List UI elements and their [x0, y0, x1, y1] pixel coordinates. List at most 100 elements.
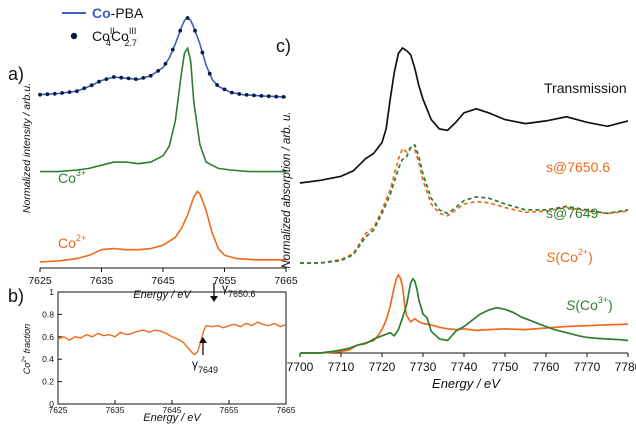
- panel-a-series-line: [39, 190, 286, 263]
- panel-b-frame: [57, 291, 287, 405]
- panel-c-series-line: [300, 143, 629, 264]
- panel-a-marker: [266, 94, 271, 99]
- label-s-7650: s@7650.6: [546, 159, 610, 175]
- label-s-co3: S(Co3+): [566, 295, 613, 313]
- panel-c-series-line: [300, 277, 629, 354]
- panel-a-marker: [200, 50, 205, 55]
- panel-a-marker: [222, 87, 227, 92]
- panel-a-legend: Co-PBA CoII 4CoIII 2.7: [62, 5, 144, 48]
- label-transmission: Transmission: [544, 80, 627, 96]
- panel-c-tick-label: 7730: [410, 360, 437, 374]
- panel-a-marker: [126, 76, 131, 81]
- panel-a-series-line: [40, 46, 286, 173]
- panel-c-tick-label: 7760: [533, 360, 560, 374]
- panel-a-marker: [274, 94, 279, 99]
- legend-entry-co-pba: Co-PBA: [92, 5, 144, 21]
- panel-a-marker: [67, 90, 72, 94]
- panel-c-tick-label: 7720: [369, 360, 396, 374]
- panel-c-series-line: [300, 146, 629, 264]
- panel-a: 7625 7635 7645 7655 7665 Energy / eV Normali…: [21, 5, 298, 301]
- panel-a-marker: [244, 93, 249, 97]
- panel-b-ticks: 7625 7635 7645 7655 7665 0 0.2 0.4 0.6 0.8 1: [42, 287, 296, 415]
- panel-a-tick-label: 7635: [90, 275, 114, 287]
- panel-b-xtick-label: 7665: [277, 405, 296, 415]
- panel-b-ylabel: Co2+ fraction: [22, 324, 32, 374]
- panel-a-marker: [134, 77, 138, 81]
- panel-a-marker: [207, 71, 212, 76]
- panel-a-marker: [45, 92, 50, 97]
- panel-a-marker: [60, 91, 64, 95]
- panel-a-ticks: 7625 7635 7645 7655 7665: [28, 268, 298, 287]
- panel-b-xtick-label: 7635: [106, 405, 125, 415]
- panel-a-tick-label: 7645: [151, 275, 175, 287]
- panel-c-series-line: [300, 273, 629, 354]
- panel-c-tick-label: 7770: [574, 360, 601, 374]
- panel-a-marker: [193, 28, 197, 33]
- panel-a-tick-label: 7655: [213, 275, 237, 287]
- panel-c: 7700 7710 7720 7730 7740 7750 7760 7770 7780 Ene…: [281, 46, 636, 391]
- panel-c-xlabel: Energy / eV: [432, 376, 501, 391]
- panel-a-marker: [230, 90, 234, 95]
- panel-a-marker: [156, 69, 161, 73]
- panel-a-letter: a): [8, 64, 24, 84]
- panel-b-ytick-label: 0.6: [42, 332, 54, 342]
- panel-c-series-line: [299, 46, 629, 184]
- panel-a-marker: [281, 95, 286, 99]
- label-s-7649: s@7649: [546, 205, 599, 221]
- panel-c-series: [299, 46, 629, 354]
- label-co3: Co3+: [58, 168, 86, 186]
- panel-b-xlabel: Energy / eV: [143, 412, 202, 424]
- panel-a-marker: [215, 83, 220, 87]
- label-s-co2: S(Co2+): [546, 247, 593, 265]
- panel-a-marker: [82, 86, 87, 91]
- panel-a-tick-label: 7665: [274, 275, 298, 287]
- panel-a-xlabel: Energy / eV: [133, 289, 192, 301]
- panel-b-ytick-label: 0.8: [42, 309, 54, 319]
- panel-c-letter: c): [276, 36, 291, 56]
- panel-a-marker: [259, 94, 264, 98]
- panel-b: 7625 7635 7645 7655 7665 0 0.2 0.4 0.6 0.8 1 Energ…: [22, 281, 296, 424]
- panel-c-tick-label: 7780: [615, 360, 636, 374]
- panel-c-tick-label: 7700: [287, 360, 314, 374]
- annotation-gamma-7649-label: γ7649: [192, 357, 218, 375]
- panel-a-marker: [252, 93, 256, 98]
- panel-c-tick-label: 7740: [451, 360, 478, 374]
- arrow-up-head: [199, 337, 207, 343]
- panel-a-marker: [75, 89, 79, 94]
- panel-a-marker: [38, 92, 42, 97]
- panel-b-ytick-label: 0: [49, 399, 54, 409]
- panel-b-xtick-label: 7645: [163, 405, 182, 415]
- panel-a-marker: [52, 91, 57, 96]
- annotation-gamma-7650-label: γ7650.6: [222, 281, 256, 299]
- panel-b-ytick-label: 0.4: [42, 354, 54, 364]
- panel-a-series-line: [39, 16, 287, 98]
- panel-c-tick-label: 7750: [492, 360, 519, 374]
- panel-a-marker: [148, 73, 153, 78]
- panel-a-marker: [237, 92, 242, 96]
- panel-b-ytick-label: 1: [49, 287, 54, 297]
- panel-a-marker: [89, 83, 94, 88]
- panel-a-marker: [178, 28, 183, 33]
- panel-b-series: [57, 321, 287, 356]
- legend-dot-swatch: [70, 32, 78, 40]
- panel-a-ylabel: Normalized intensity / arb.u.: [21, 83, 33, 213]
- panel-b-xtick-label: 7655: [220, 405, 239, 415]
- panel-a-marker: [141, 76, 146, 80]
- panel-b-ytick-label: 0.2: [42, 377, 54, 387]
- annotation-gamma-7650: γ7650.6: [210, 281, 256, 302]
- panel-c-ylabel: Normalized absorption / arb. u.: [281, 111, 293, 268]
- panel-a-marker: [97, 79, 101, 84]
- panel-a-marker: [163, 61, 168, 66]
- panel-a-series: [38, 16, 287, 263]
- panel-b-letter: b): [8, 286, 24, 306]
- arrow-down-head: [210, 296, 218, 302]
- panel-a-marker: [170, 47, 175, 52]
- panel-b-xtick-label: 7625: [49, 405, 68, 415]
- panel-c-ticks: 7700 7710 7720 7730 7740 7750 7760 7770 7780: [287, 353, 636, 374]
- legend-entry-coii-coiii: CoII 4CoIII 2.7: [92, 26, 137, 48]
- panel-a-marker: [104, 77, 109, 81]
- annotation-gamma-7649: γ7649: [192, 337, 218, 375]
- panel-a-marker: [119, 75, 124, 80]
- panel-a-marker: [185, 16, 190, 20]
